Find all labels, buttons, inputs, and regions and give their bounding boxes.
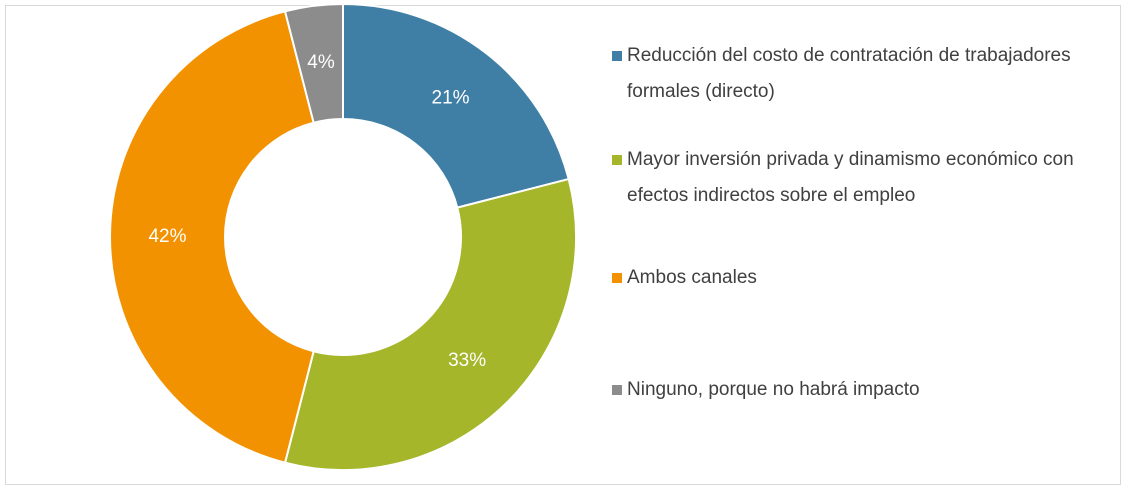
slice	[283, 177, 577, 471]
data-label: 4%	[307, 52, 335, 73]
legend-item: Ambos canales	[612, 260, 1112, 296]
legend-item: Mayor inversión privada y dinamismo econ…	[612, 142, 1112, 214]
legend-label: Mayor inversión privada y dinamismo econ…	[627, 149, 1074, 206]
chart-frame	[5, 5, 1121, 485]
legend-swatch	[612, 155, 622, 165]
slice	[283, 2, 344, 124]
legend-swatch	[612, 273, 622, 283]
data-label: 21%	[432, 87, 470, 108]
legend-item: Reducción del costo de contratación de t…	[612, 38, 1112, 110]
data-label: 42%	[148, 226, 186, 247]
legend-swatch	[612, 51, 622, 61]
data-label: 33%	[448, 350, 486, 371]
legend-swatch	[612, 385, 622, 395]
legend-label: Ninguno, porque no habrá impacto	[627, 379, 920, 400]
legend-label: Ambos canales	[627, 267, 757, 288]
legend-item: Ninguno, porque no habrá impacto	[612, 372, 1112, 408]
slice	[342, 2, 570, 209]
slice	[109, 10, 315, 464]
legend-label: Reducción del costo de contratación de t…	[627, 45, 1071, 102]
